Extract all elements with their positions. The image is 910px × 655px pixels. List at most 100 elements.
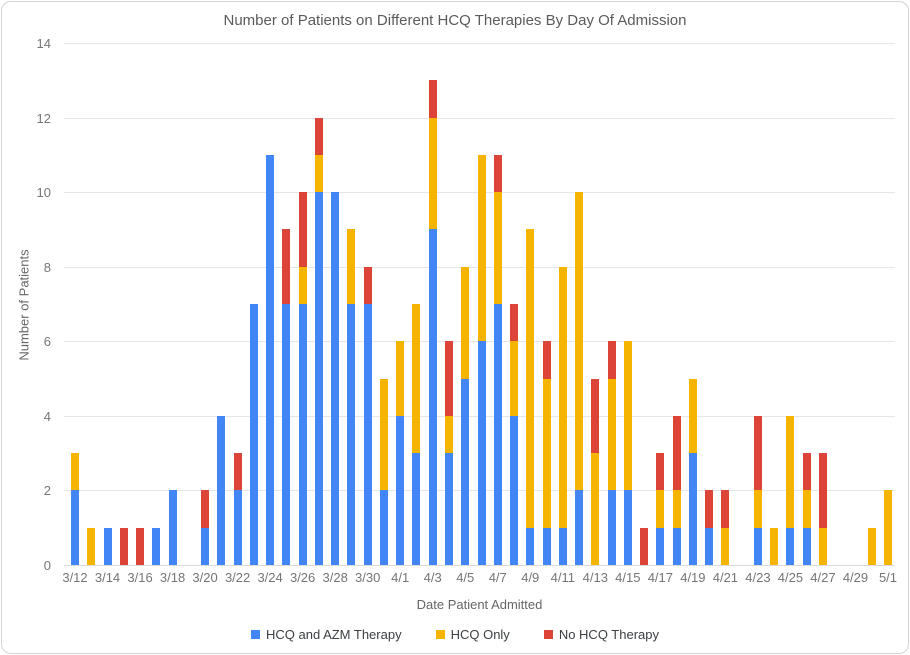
bar-segment-hcq-only-4-3 xyxy=(428,117,437,230)
legend-item-hcq-and-azm: HCQ and AZM Therapy xyxy=(250,627,402,642)
bar-segment-hcq-only-4-7 xyxy=(493,192,502,304)
bar-segment-no-hcq-4-13 xyxy=(591,378,600,454)
bar-segment-hcq-and-azm-4-23 xyxy=(753,527,762,565)
bar-stack-3-31 xyxy=(379,378,388,565)
bar-segment-hcq-only-3-31 xyxy=(379,378,388,491)
bar-segment-no-hcq-3-26 xyxy=(298,192,307,267)
bar-segment-hcq-only-4-9 xyxy=(526,229,535,528)
bar-segment-hcq-and-azm-4-9 xyxy=(526,527,535,565)
bar-segment-hcq-and-azm-3-21 xyxy=(217,415,226,565)
bar-stack-4-10 xyxy=(542,341,551,565)
x-tick-label-4-19: 4/19 xyxy=(680,570,706,585)
bar-segment-hcq-only-4-19 xyxy=(688,378,697,454)
bar-segment-hcq-only-4-14 xyxy=(607,378,616,491)
bar-segment-no-hcq-4-17 xyxy=(656,453,665,491)
bar-stack-4-19 xyxy=(688,378,697,565)
bar-segment-hcq-only-4-13 xyxy=(591,453,600,565)
bar-segment-hcq-and-azm-4-18 xyxy=(672,527,681,565)
bar-stack-4-5 xyxy=(461,266,470,565)
bar-stack-3-20 xyxy=(201,490,210,565)
bar-segment-no-hcq-4-18 xyxy=(672,415,681,491)
bar-segment-hcq-only-4-21 xyxy=(721,527,730,565)
bar-segment-no-hcq-4-26 xyxy=(802,453,811,491)
bar-stack-4-27 xyxy=(818,453,827,565)
legend-label-no-hcq: No HCQ Therapy xyxy=(558,627,659,642)
bar-segment-hcq-and-azm-3-17 xyxy=(152,527,161,565)
bar-stack-3-27 xyxy=(314,117,323,565)
x-tick-label-3-16: 3/16 xyxy=(127,570,153,585)
legend-item-no-hcq: No HCQ Therapy xyxy=(543,627,659,642)
bar-stack-4-12 xyxy=(575,192,584,565)
x-tick-label-3-20: 3/20 xyxy=(192,570,218,585)
y-tick-label-0: 0 xyxy=(43,558,51,573)
bar-segment-hcq-only-4-24 xyxy=(770,527,779,565)
bar-stack-3-24 xyxy=(266,154,275,565)
bar-segment-hcq-and-azm-4-19 xyxy=(688,453,697,565)
bar-segment-hcq-and-azm-4-26 xyxy=(802,527,811,565)
bar-segment-hcq-only-3-29 xyxy=(347,229,356,304)
bar-stack-3-29 xyxy=(347,229,356,565)
bar-stack-4-23 xyxy=(753,415,762,565)
plot-area xyxy=(64,43,895,566)
bar-segment-no-hcq-3-22 xyxy=(233,453,242,491)
bar-stack-4-13 xyxy=(591,378,600,565)
legend-swatch-no-hcq xyxy=(543,630,553,639)
x-tick-label-3-28: 3/28 xyxy=(322,570,348,585)
bar-stack-4-3 xyxy=(428,80,437,565)
bar-segment-hcq-and-azm-3-18 xyxy=(168,490,177,565)
y-tick-label-6: 6 xyxy=(43,334,51,350)
chart-title: Number of Patients on Different HCQ Ther… xyxy=(223,12,687,29)
bar-segment-hcq-and-azm-3-28 xyxy=(331,192,340,565)
bar-segment-hcq-only-4-26 xyxy=(802,490,811,528)
bar-stack-3-30 xyxy=(363,266,372,565)
x-axis-tick-labels: 3/12 3/14 3/16 3/18 3/20 3/22 3/24 3/26 3/28 3/30… xyxy=(62,570,897,586)
bar-segment-hcq-only-4-11 xyxy=(558,266,567,528)
y-tick-label-4: 4 xyxy=(43,408,51,424)
bar-stack-3-13 xyxy=(87,527,96,565)
bar-segment-no-hcq-4-27 xyxy=(818,453,827,528)
bar-segment-hcq-and-azm-4-4 xyxy=(444,453,453,565)
bar-stack-4-4 xyxy=(444,341,453,565)
bar-stack-4-21 xyxy=(721,490,730,565)
bar-stack-3-28 xyxy=(331,192,340,565)
bar-stack-3-17 xyxy=(152,527,161,565)
bar-segment-hcq-only-3-26 xyxy=(298,266,307,304)
legend-label-hcq-only: HCQ Only xyxy=(450,627,510,642)
bar-segment-hcq-and-azm-3-31 xyxy=(379,490,388,565)
bar-segment-no-hcq-3-15 xyxy=(119,527,128,565)
gridline-y-12 xyxy=(64,117,895,119)
bar-segment-hcq-only-4-25 xyxy=(786,415,795,528)
bar-segment-hcq-and-azm-4-14 xyxy=(607,490,616,565)
bar-segment-hcq-and-azm-3-29 xyxy=(347,304,356,565)
bar-segment-no-hcq-4-3 xyxy=(428,80,437,118)
bar-segment-hcq-only-4-12 xyxy=(575,192,584,491)
x-tick-label-4-27: 4/27 xyxy=(810,570,836,585)
bar-segment-no-hcq-4-7 xyxy=(493,154,502,193)
bar-segment-hcq-and-azm-3-27 xyxy=(314,192,323,565)
y-axis-tick-labels: 0 2 4 6 8 10 12 14 xyxy=(2,36,58,573)
x-tick-label-4-11: 4/11 xyxy=(550,570,575,585)
bar-segment-hcq-and-azm-3-24 xyxy=(266,154,275,565)
bar-segment-hcq-and-azm-3-22 xyxy=(233,490,242,565)
bar-segment-hcq-and-azm-4-7 xyxy=(493,304,502,565)
x-tick-label-4-1: 4/1 xyxy=(391,570,410,585)
bar-stack-4-17 xyxy=(656,453,665,565)
bar-segment-hcq-only-4-6 xyxy=(477,154,486,342)
bar-segment-hcq-and-azm-4-2 xyxy=(412,453,421,565)
bar-segment-hcq-and-azm-3-20 xyxy=(201,527,210,565)
bar-segment-no-hcq-4-4 xyxy=(444,341,453,416)
x-tick-label-4-15: 4/15 xyxy=(615,570,641,585)
bar-stack-4-25 xyxy=(786,415,795,565)
bar-segment-no-hcq-3-25 xyxy=(282,229,291,304)
bar-segment-hcq-and-azm-3-25 xyxy=(282,304,291,565)
bar-segment-hcq-only-4-10 xyxy=(542,378,551,528)
x-tick-label-4-23: 4/23 xyxy=(745,570,771,585)
bar-segment-hcq-and-azm-3-26 xyxy=(298,304,307,565)
y-tick-label-10: 10 xyxy=(36,185,51,201)
bar-segment-hcq-and-azm-3-23 xyxy=(249,304,258,565)
y-tick-label-12: 12 xyxy=(36,110,51,126)
x-tick-label-3-26: 3/26 xyxy=(289,570,316,585)
bar-segment-hcq-and-azm-4-1 xyxy=(396,415,405,565)
bar-segment-no-hcq-4-10 xyxy=(542,341,551,379)
